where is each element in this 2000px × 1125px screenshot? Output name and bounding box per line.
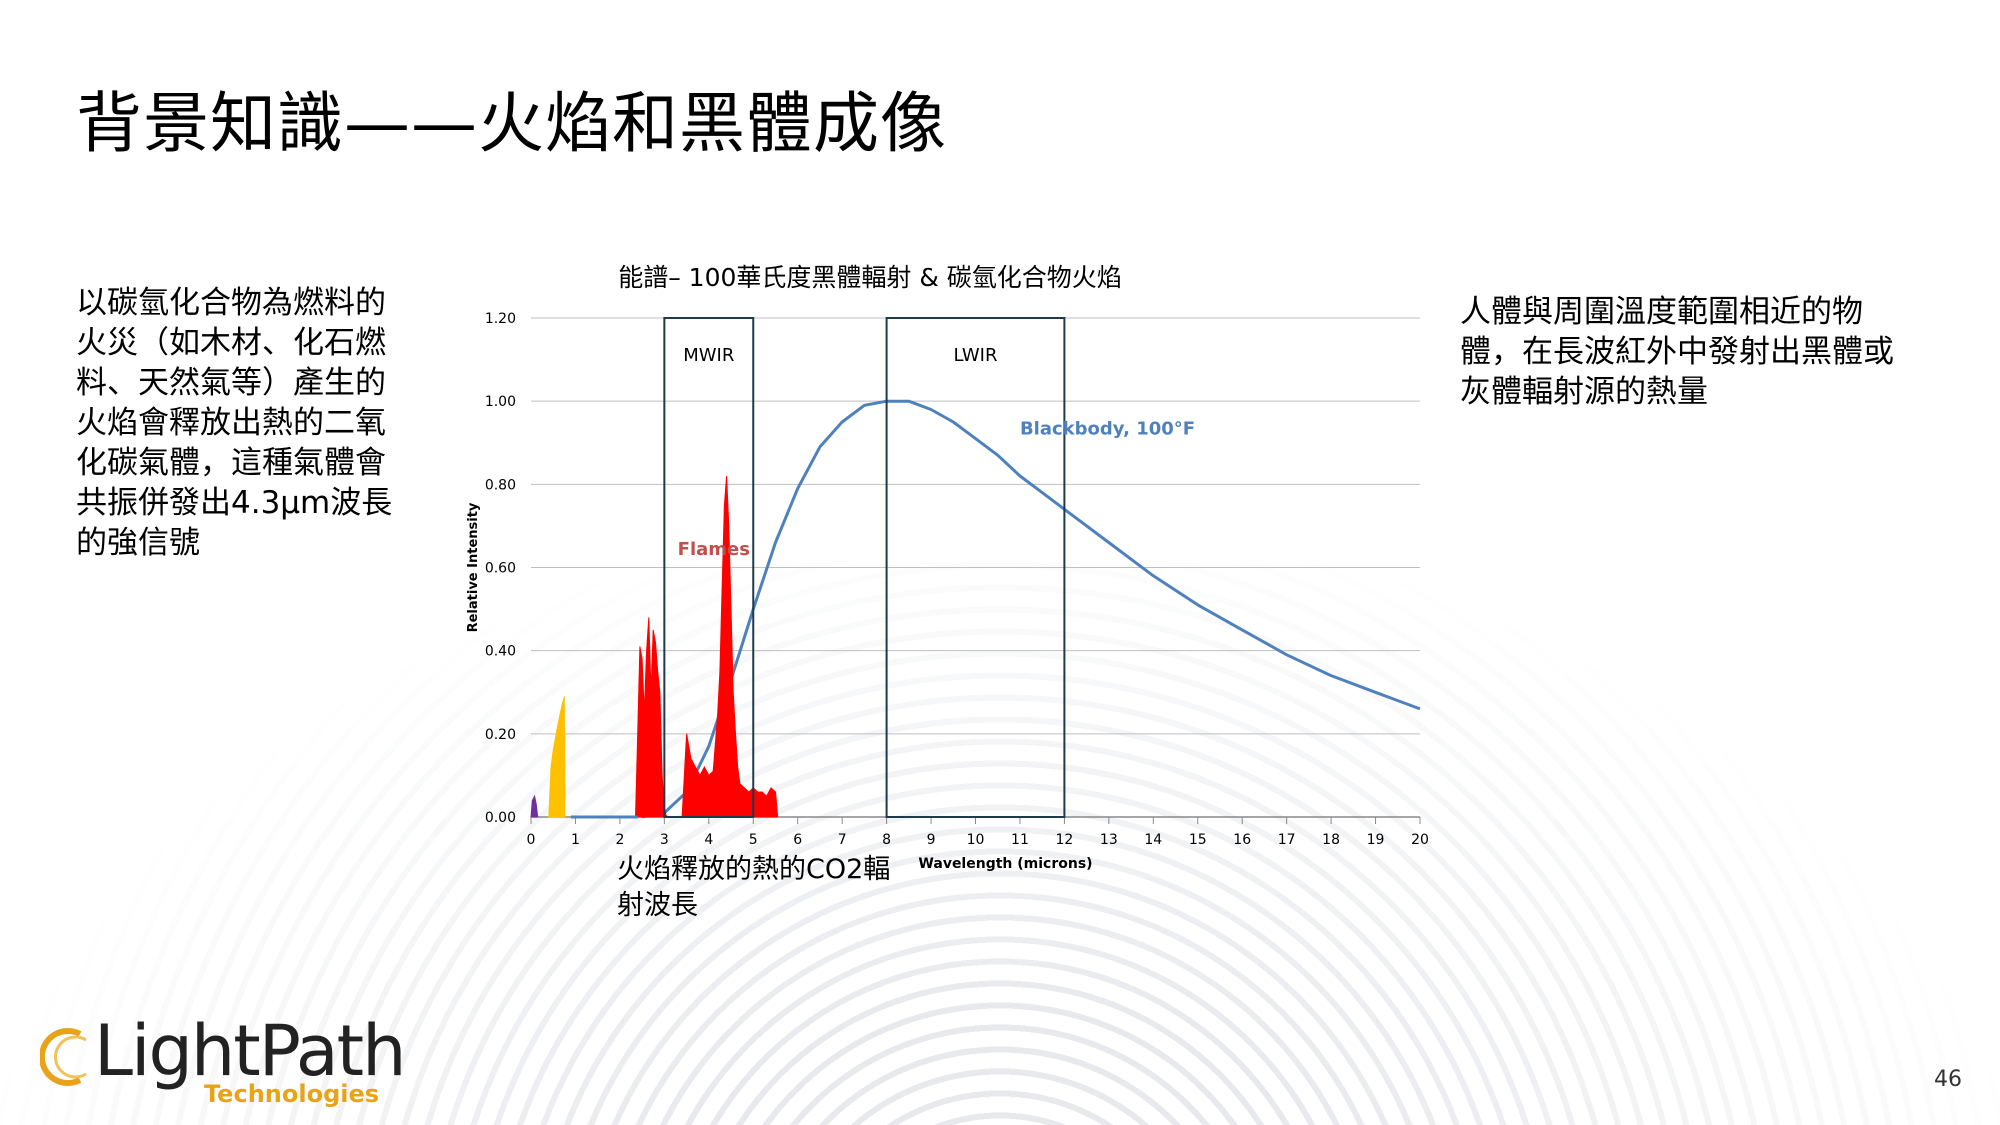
x-tick-label: 11	[1011, 832, 1029, 848]
x-tick-label: 8	[882, 832, 891, 848]
x-tick-label: 1	[571, 832, 580, 848]
y-tick-label: 1.00	[485, 394, 516, 410]
right-description: 人體與周圍溫度範圍相近的物體，在長波紅外中發射出黑體或灰體輻射源的熱量	[1460, 294, 1894, 410]
x-tick-label: 15	[1189, 832, 1207, 848]
chart-annotation: Flames	[678, 539, 750, 560]
chart-annotation: Blackbody, 100°F	[1020, 418, 1195, 439]
x-tick-label: 14	[1144, 832, 1162, 848]
chart-title: 能譜– 100華氏度黑體輻射 & 碳氫化合物火焰	[618, 263, 1122, 292]
y-tick-label: 0.60	[485, 561, 516, 577]
y-tick-label: 1.20	[485, 311, 516, 327]
co2-caption: 火焰釋放的熱的CO2輻射波長	[617, 854, 891, 921]
series-area-visible	[548, 696, 566, 818]
page-number: 46	[1934, 1067, 1962, 1092]
x-tick-label: 17	[1278, 832, 1296, 848]
band-label-lwir: LWIR	[954, 345, 998, 366]
slide-title: 背景知識——火焰和黑體成像	[76, 85, 947, 162]
band-label-mwir: MWIR	[683, 345, 734, 366]
x-tick-label: 12	[1055, 832, 1073, 848]
x-axis-label: Wavelength (microns)	[918, 856, 1092, 872]
y-axis-label: Relative Intensity	[466, 502, 481, 632]
x-tick-label: 19	[1367, 832, 1385, 848]
x-tick-label: 16	[1233, 832, 1251, 848]
y-tick-label: 0.20	[485, 727, 516, 743]
background-pattern	[0, 560, 2000, 1125]
logo-name: LightPath	[94, 1010, 406, 1092]
logo-swirl-icon	[40, 1028, 87, 1086]
x-tick-label: 10	[967, 832, 985, 848]
y-tick-label: 0.00	[485, 810, 516, 826]
series-line-blackbody-100-f	[641, 399, 1421, 819]
x-tick-label: 2	[615, 832, 624, 848]
x-tick-label: 5	[749, 832, 758, 848]
x-tick-label: 4	[704, 832, 713, 848]
left-description: 以碳氫化合物為燃料的火災（如木材、化石燃料、天然氣等）產生的火焰會釋放出熱的二氧…	[76, 285, 393, 561]
logo-subtitle: Technologies	[204, 1080, 380, 1108]
x-tick-label: 7	[838, 832, 847, 848]
series-area-flames	[634, 475, 779, 818]
y-tick-label: 0.40	[485, 644, 516, 660]
x-tick-label: 13	[1100, 832, 1118, 848]
x-tick-label: 20	[1411, 832, 1429, 848]
x-tick-label: 0	[527, 832, 536, 848]
x-tick-label: 6	[793, 832, 802, 848]
lightpath-logo: LightPath Technologies	[40, 1010, 440, 1120]
y-tick-label: 0.80	[485, 477, 516, 493]
series-area-uv	[530, 794, 539, 818]
x-tick-label: 3	[660, 832, 669, 848]
x-tick-label: 9	[927, 832, 936, 848]
x-tick-label: 18	[1322, 832, 1340, 848]
band-box-mwir	[663, 317, 755, 818]
band-box-lwir	[885, 317, 1066, 818]
